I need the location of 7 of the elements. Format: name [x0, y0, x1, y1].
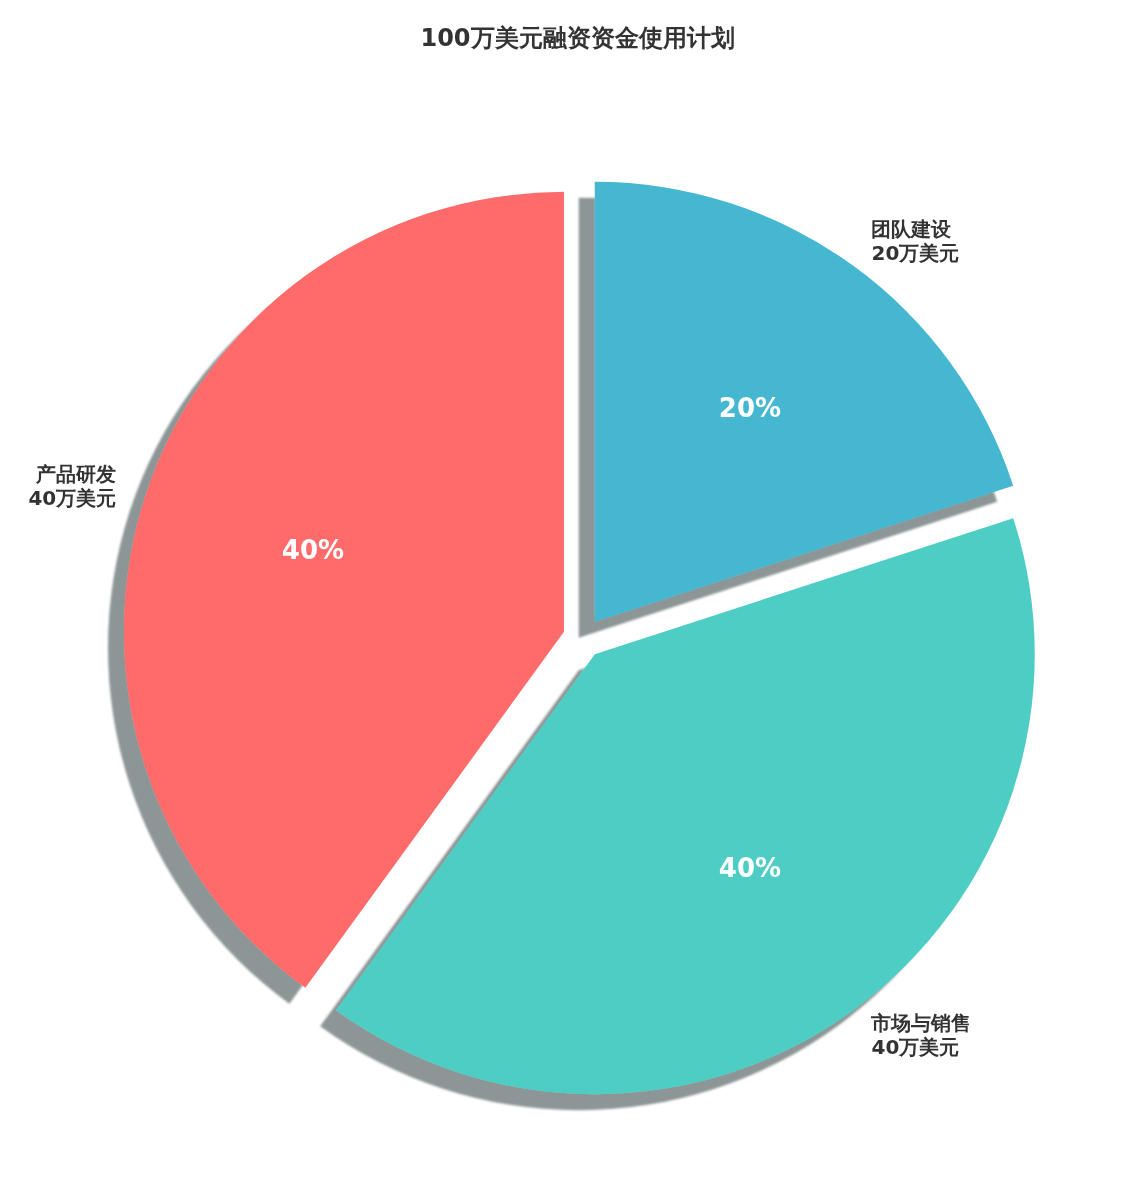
slice-label: 市场与销售 40万美元 — [870, 1011, 972, 1060]
slice-label: 产品研发 40万美元 — [28, 462, 117, 511]
data-label: 40% — [281, 535, 345, 566]
chart-title: 100万美元融资资金使用计划 — [420, 24, 735, 52]
slice-label: 团队建设 20万美元 — [871, 216, 960, 265]
data-label: 20% — [718, 393, 782, 424]
data-label: 40% — [718, 852, 782, 883]
